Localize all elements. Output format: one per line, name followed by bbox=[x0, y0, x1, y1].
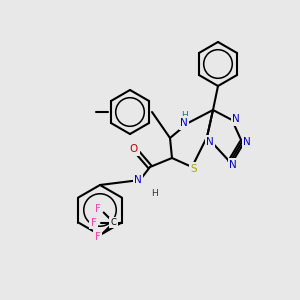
Text: F: F bbox=[91, 218, 97, 227]
Text: H: H bbox=[181, 112, 188, 121]
Text: N: N bbox=[206, 137, 214, 147]
Text: C: C bbox=[111, 218, 117, 227]
Text: H: H bbox=[152, 190, 158, 199]
Text: S: S bbox=[191, 164, 197, 174]
Text: F: F bbox=[95, 232, 100, 242]
Text: N: N bbox=[232, 114, 240, 124]
Text: N: N bbox=[229, 160, 237, 170]
Text: N: N bbox=[243, 137, 251, 147]
Text: O: O bbox=[130, 144, 138, 154]
Text: N: N bbox=[180, 118, 188, 128]
Text: F: F bbox=[95, 203, 100, 214]
Text: N: N bbox=[134, 175, 142, 185]
